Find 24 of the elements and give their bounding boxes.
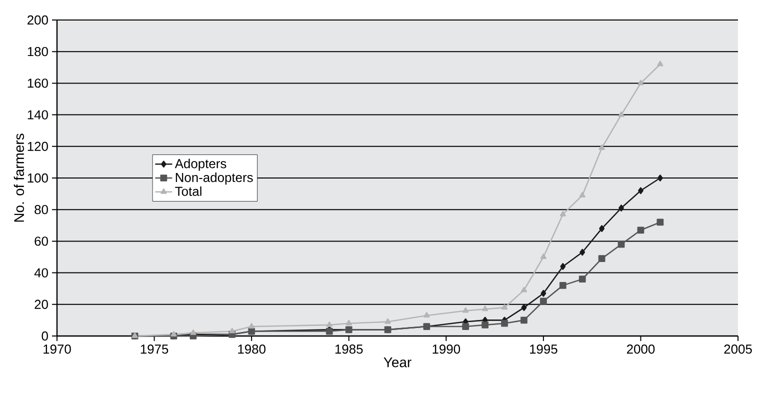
x-tick-label: 1980: [238, 344, 266, 354]
y-tick-label: 0: [42, 331, 48, 341]
x-tick-label: 1975: [140, 344, 168, 354]
y-tick-label: 200: [28, 15, 48, 25]
y-tick-label: 120: [28, 142, 48, 151]
y-tick-label: 100: [28, 173, 48, 183]
y-axis-title: No. of farmers: [14, 134, 24, 222]
x-tick-label: 1985: [335, 344, 363, 354]
y-tick-label: 180: [28, 47, 48, 56]
legend-label: Adopters: [174, 158, 226, 171]
y-tick-label: 20: [34, 300, 48, 309]
legend-label: Non-adopters: [176, 172, 253, 185]
x-tick-label: 1970: [44, 344, 71, 354]
x-tick-label: 1995: [530, 344, 558, 354]
y-tick-label: 140: [28, 110, 48, 120]
x-axis-title: Year: [384, 358, 412, 368]
x-tick-label: 2005: [724, 344, 752, 354]
y-tick-label: 160: [28, 78, 48, 88]
y-tick-label: 80: [34, 205, 48, 214]
legend-label: Total: [175, 186, 202, 196]
y-tick-label: 60: [34, 236, 48, 246]
y-tick-label: 40: [34, 268, 48, 278]
x-tick-label: 1990: [432, 344, 460, 354]
x-tick-label: 2000: [626, 344, 655, 354]
